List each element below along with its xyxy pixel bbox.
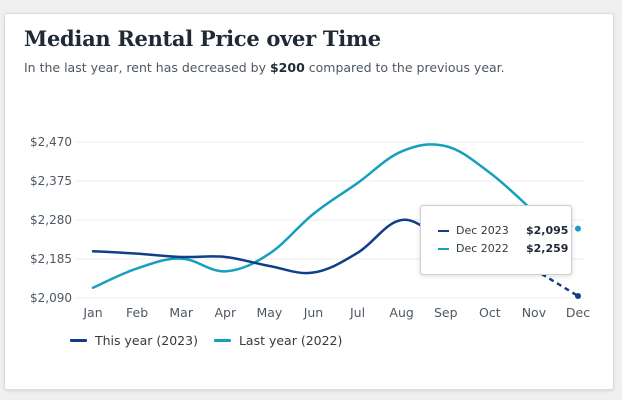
data-point-this-year-dec [575,292,581,299]
tooltip-swatch-this-year [438,229,449,232]
tooltip-row-this-year: Dec 2023 $2,095 [438,224,568,237]
series-line-last-year [91,143,536,289]
tooltip-value-this-year: $2,095 [526,224,569,237]
y-tick-label: $2,375 [30,174,72,188]
tooltip-label-this-year: Dec 2023 [456,224,509,237]
chart-tooltip: Dec 2023 $2,095 Dec 2022 $2,259 [420,205,572,275]
subtitle-amount: $200 [269,60,305,75]
chart-subtitle: In the last year, rent has decreased by … [24,60,505,75]
tooltip-value-last-year: $2,259 [526,242,569,255]
x-tick-label: Jan [82,305,102,320]
chart-card [4,13,614,390]
tooltip-label-last-year: Dec 2022 [456,242,509,255]
x-tick-label: Aug [389,305,413,320]
subtitle-text-start: In the last year, rent has decreased by [24,60,270,75]
x-tick-label: Oct [479,305,501,320]
x-tick-label: Mar [169,305,193,320]
x-tick-label: Jul [349,305,365,320]
chart-legend: This year (2023) Last year (2022) [70,333,358,348]
data-point-last-year-dec [575,225,581,232]
y-tick-label: $2,185 [30,252,72,266]
tooltip-row-last-year: Dec 2022 $2,259 [438,242,568,255]
legend-item-last-year[interactable]: Last year (2022) [213,333,343,348]
legend-label-last-year: Last year (2022) [238,333,343,348]
subtitle-text-end: compared to the previous year. [304,60,505,75]
y-tick-label: $2,470 [30,135,72,149]
y-tick-label: $2,090 [30,291,72,305]
x-tick-label: Jun [303,305,324,320]
x-tick-label: Dec [566,305,590,320]
legend-item-this-year[interactable]: This year (2023) [70,333,198,348]
legend-label-this-year: This year (2023) [95,333,198,348]
x-tick-label: May [256,305,282,320]
x-tick-label: Apr [214,305,236,320]
x-tick-label: Feb [126,305,148,320]
legend-swatch-this-year [70,339,87,342]
tooltip-swatch-last-year [438,247,449,250]
x-tick-label: Nov [522,305,547,320]
legend-swatch-last-year [213,339,231,342]
y-tick-label: $2,280 [30,213,72,227]
chart-title: Median Rental Price over Time [24,26,381,51]
x-tick-label: Sep [434,305,458,320]
